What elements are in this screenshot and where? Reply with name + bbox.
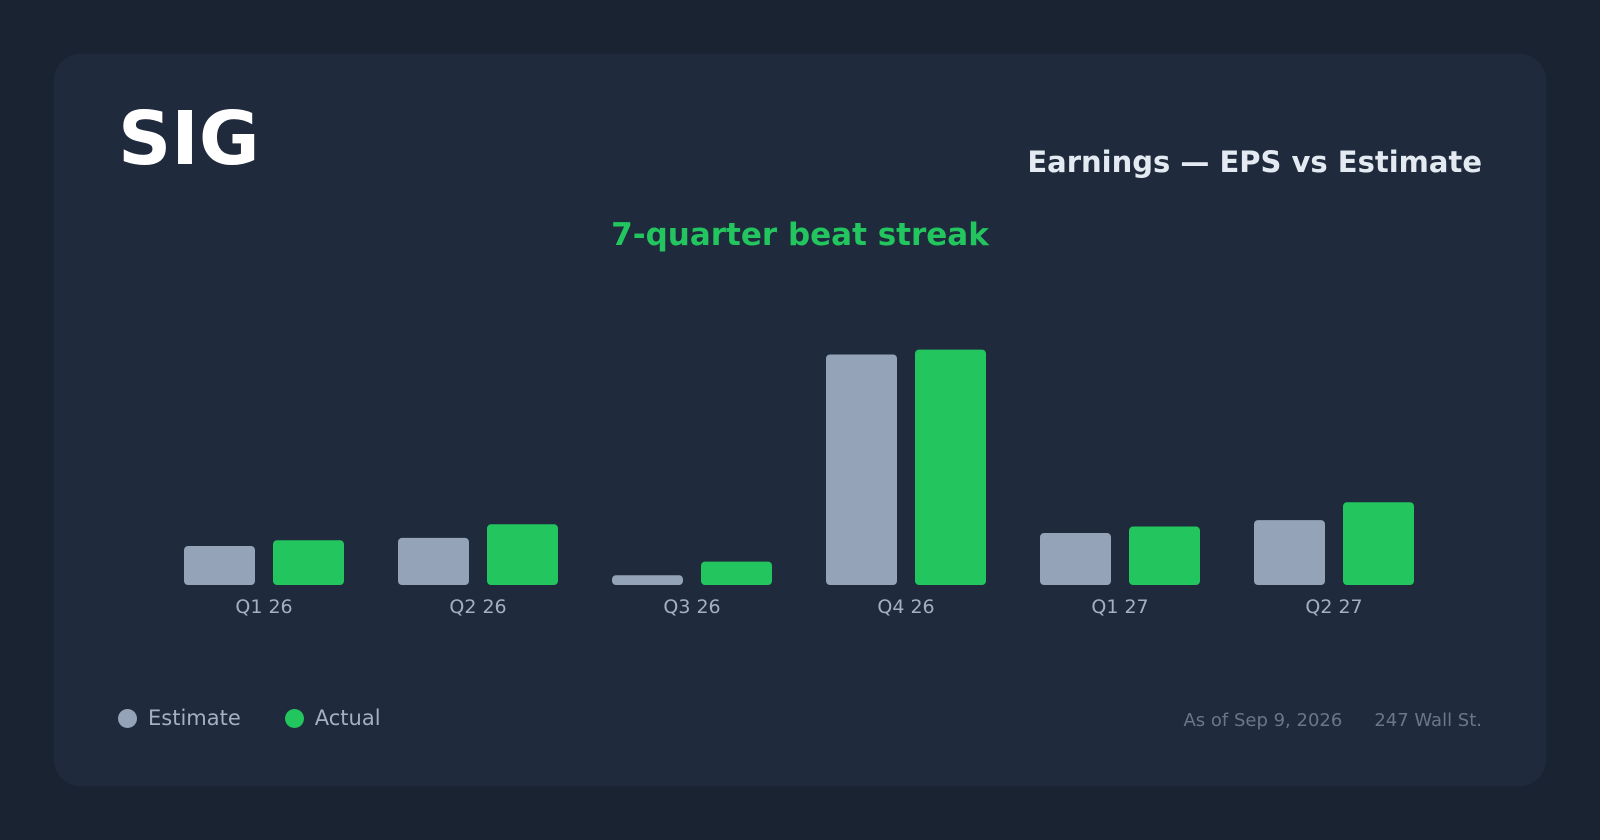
as-of-date: As of Sep 9, 2026 — [1183, 710, 1343, 731]
ticker-symbol: SIG — [118, 96, 260, 182]
x-tick-label: Q1 27 — [1091, 596, 1148, 618]
legend-item-actual: Actual — [284, 706, 381, 730]
x-tick-label: Q2 26 — [449, 596, 506, 618]
legend-label-estimate: Estimate — [148, 706, 241, 730]
legend-swatch-actual — [284, 708, 304, 728]
chart-card: SIG Earnings — EPS vs Estimate 7-quarter… — [54, 54, 1546, 786]
source-credit: 247 Wall St. — [1374, 710, 1482, 731]
bar-actual-q1-27 — [1129, 526, 1200, 585]
eps-bar-chart: Q1 26 Q2 26 Q3 26 Q4 26 Q1 27 Q2 27 — [184, 349, 1414, 618]
bar-actual-q2-27 — [1343, 502, 1414, 585]
x-tick-label: Q2 27 — [1305, 596, 1362, 618]
legend-item-estimate: Estimate — [118, 706, 241, 730]
bar-actual-q4-26 — [915, 349, 986, 585]
bar-estimate-q2-26 — [398, 537, 469, 585]
bar-estimate-q1-26 — [184, 546, 255, 585]
chart-legend: Estimate Actual — [118, 706, 381, 730]
legend-label-actual: Actual — [314, 706, 381, 730]
bar-estimate-q2-27 — [1254, 520, 1325, 585]
bar-estimate-q4-26 — [826, 354, 897, 585]
chart-footer: As of Sep 9, 2026 247 Wall St. — [1183, 710, 1482, 731]
x-tick-label: Q3 26 — [663, 596, 720, 618]
bar-actual-q3-26 — [701, 561, 772, 585]
bar-actual-q2-26 — [487, 524, 558, 585]
bar-estimate-q1-27 — [1040, 533, 1111, 585]
beat-streak-headline: 7-quarter beat streak — [611, 217, 989, 253]
bar-estimate-q3-26 — [612, 575, 683, 585]
bar-actual-q1-26 — [273, 540, 344, 585]
x-tick-label: Q4 26 — [877, 596, 934, 618]
legend-swatch-estimate — [118, 708, 137, 728]
chart-title: Earnings — EPS vs Estimate — [1027, 145, 1482, 179]
x-tick-label: Q1 26 — [235, 596, 292, 618]
